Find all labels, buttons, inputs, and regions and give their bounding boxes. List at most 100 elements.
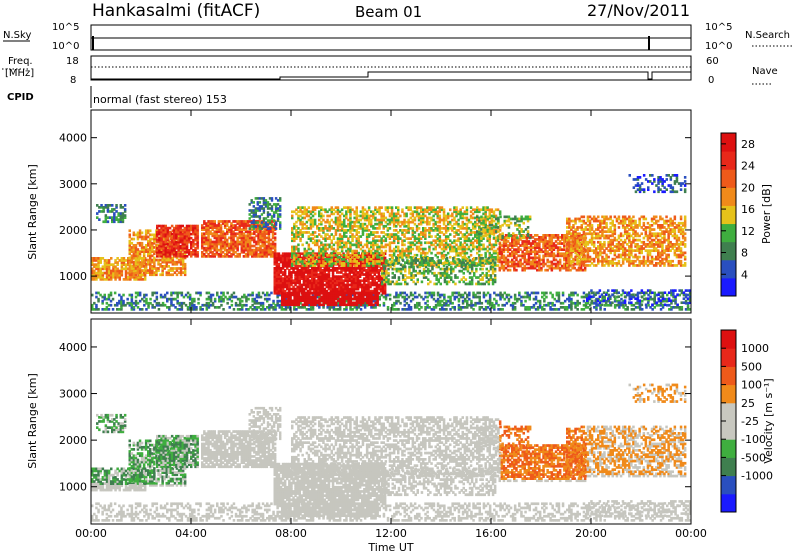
power-cell bbox=[193, 298, 196, 301]
power-cell bbox=[192, 225, 195, 228]
power-cell bbox=[262, 302, 265, 305]
power-cell bbox=[418, 227, 421, 230]
power-cell bbox=[358, 262, 361, 265]
power-cell bbox=[472, 308, 475, 311]
power-cell bbox=[263, 207, 265, 210]
power-cell bbox=[397, 206, 400, 209]
nave-tick-top: 60 bbox=[706, 56, 719, 67]
power-cell bbox=[184, 255, 187, 258]
power-cell bbox=[489, 294, 492, 297]
power-cell bbox=[384, 257, 387, 260]
freq-line bbox=[91, 72, 691, 79]
power-cell bbox=[259, 201, 261, 204]
power-cell bbox=[257, 197, 259, 200]
power-cell bbox=[113, 212, 116, 215]
power-cell bbox=[271, 223, 273, 226]
power-cell bbox=[125, 259, 128, 262]
power-cell bbox=[387, 306, 390, 309]
power-cell bbox=[579, 302, 582, 305]
power-cell bbox=[220, 304, 223, 307]
power-cell bbox=[214, 298, 217, 301]
power-cell bbox=[251, 292, 254, 295]
power-cell bbox=[117, 212, 120, 215]
power-cell bbox=[104, 294, 107, 297]
nave-label: Nave bbox=[752, 66, 778, 77]
power-cell bbox=[279, 205, 281, 208]
power-cell bbox=[397, 246, 400, 249]
power-cell bbox=[279, 197, 281, 200]
freq-unit-label: [MHz] bbox=[5, 68, 34, 79]
power-cell bbox=[251, 215, 253, 218]
power-cell bbox=[445, 308, 448, 311]
power-cell bbox=[257, 215, 259, 218]
power-cell bbox=[216, 292, 219, 295]
power-cell bbox=[368, 206, 371, 209]
power-cell bbox=[410, 206, 413, 209]
power-cell bbox=[195, 306, 198, 309]
power-cell bbox=[356, 206, 359, 209]
power-cell bbox=[412, 248, 415, 251]
power-cell bbox=[314, 231, 317, 234]
power-cell bbox=[389, 294, 392, 297]
power-cell bbox=[412, 227, 415, 230]
power-cell bbox=[314, 219, 317, 222]
power-cell bbox=[260, 296, 263, 299]
power-cell bbox=[277, 203, 279, 206]
power-cell bbox=[301, 244, 304, 247]
power-cell bbox=[279, 213, 281, 216]
power-cell bbox=[270, 292, 273, 295]
power-cell bbox=[125, 263, 128, 266]
power-cell bbox=[576, 308, 579, 311]
power-cell bbox=[418, 302, 421, 305]
cpid-text: normal (fast stereo) 153 bbox=[93, 93, 227, 106]
freq-tick-bottom: 8 bbox=[70, 75, 76, 86]
nsky-tick-top: 10^5 bbox=[52, 22, 79, 33]
power-cell bbox=[175, 251, 178, 254]
power-cell bbox=[385, 250, 388, 253]
power-cell bbox=[197, 298, 200, 301]
power-cell bbox=[274, 232, 277, 235]
power-cell bbox=[537, 292, 540, 295]
cpid-strip: CPID normal (fast stereo) 153 bbox=[7, 86, 227, 108]
power-cell bbox=[258, 292, 261, 295]
power-cell bbox=[110, 304, 113, 307]
power-cell bbox=[107, 216, 110, 219]
power-cell bbox=[98, 210, 101, 213]
power-cell bbox=[115, 204, 118, 207]
power-cell bbox=[141, 232, 144, 235]
power-cell bbox=[383, 302, 386, 305]
power-cell bbox=[158, 237, 161, 240]
power-cell bbox=[389, 298, 392, 301]
nsearch-tick-top: 10^5 bbox=[705, 22, 732, 33]
power-cell bbox=[110, 292, 113, 295]
power-cell bbox=[222, 308, 225, 311]
power-cell bbox=[126, 298, 128, 301]
date-title: 27/Nov/2011 bbox=[587, 1, 690, 20]
power-cell bbox=[443, 294, 446, 297]
power-cell bbox=[554, 304, 557, 307]
power-cell bbox=[401, 208, 404, 211]
power-cell bbox=[149, 298, 152, 301]
power-cell bbox=[291, 215, 294, 218]
power-cell bbox=[241, 300, 244, 303]
power-cell bbox=[141, 308, 144, 311]
freq-label: Freq. bbox=[8, 56, 33, 67]
power-cell bbox=[189, 294, 192, 297]
nsearch-tick-bottom: 10^0 bbox=[705, 41, 732, 52]
power-cell bbox=[156, 292, 159, 295]
power-cell bbox=[108, 308, 111, 311]
power-cell bbox=[137, 259, 140, 262]
power-cell bbox=[545, 292, 548, 295]
power-cell bbox=[308, 244, 311, 247]
power-cell bbox=[158, 225, 161, 228]
power-cell bbox=[277, 199, 279, 202]
power-cell bbox=[360, 241, 363, 244]
power-cell bbox=[420, 306, 423, 309]
power-cell bbox=[167, 227, 170, 230]
power-cell bbox=[102, 220, 105, 223]
power-cell bbox=[167, 249, 170, 252]
power-cell bbox=[318, 306, 321, 309]
power-cell bbox=[271, 205, 273, 208]
power-cell bbox=[97, 308, 100, 311]
power-cell bbox=[226, 302, 229, 305]
